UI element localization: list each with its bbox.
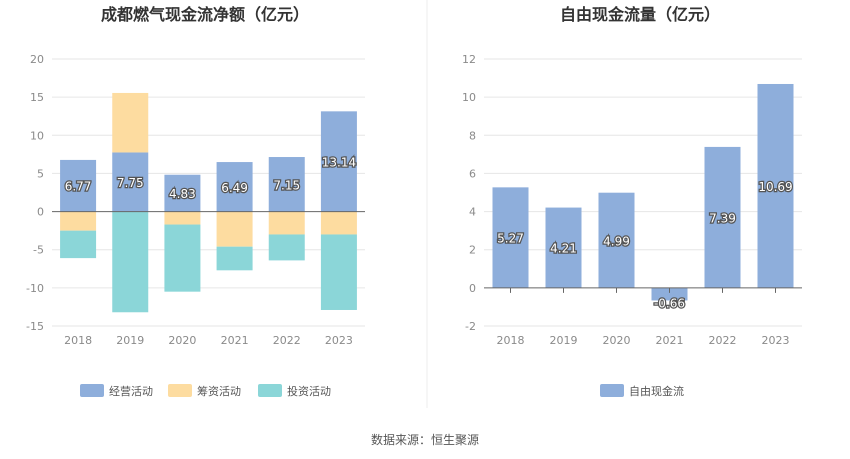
y-tick-label: 4 [469, 206, 476, 219]
data-label: 10.69 [758, 180, 792, 194]
bar [268, 157, 305, 212]
y-tick-label: 5 [37, 167, 44, 180]
bar [704, 146, 741, 288]
bar [60, 230, 97, 259]
data-label: 6.49 [221, 181, 248, 195]
left-chart-title: 成都燃气现金流净额（亿元） [101, 5, 309, 24]
x-tick-label: 2023 [762, 334, 790, 347]
legend-label: 筹资活动 [197, 384, 241, 398]
bar [164, 211, 201, 225]
y-tick-label: 15 [30, 91, 44, 104]
data-label: 7.39 [709, 211, 736, 225]
x-tick-label: 2023 [325, 334, 353, 347]
bar [320, 111, 357, 212]
bar [320, 211, 357, 235]
data-label: 7.75 [117, 176, 144, 190]
data-label: 7.15 [273, 178, 300, 192]
x-tick-label: 2022 [273, 334, 301, 347]
y-tick-label: -15 [26, 320, 44, 333]
bar [112, 92, 149, 153]
y-tick-label: 12 [462, 53, 476, 66]
bar [268, 211, 305, 235]
x-tick-label: 2019 [116, 334, 144, 347]
x-tick-label: 2018 [64, 334, 92, 347]
right-chart-title: 自由现金流量（亿元） [560, 5, 720, 24]
y-tick-label: 10 [462, 91, 476, 104]
y-tick-label: 0 [469, 282, 476, 295]
data-label: 5.27 [497, 232, 524, 246]
data-source-note: 数据来源：恒生聚源 [371, 432, 479, 447]
x-tick-label: 2018 [497, 334, 525, 347]
legend-swatch [258, 384, 282, 397]
bar [320, 234, 357, 310]
legend-swatch [168, 384, 192, 397]
x-tick-label: 2021 [221, 334, 249, 347]
y-tick-label: 0 [37, 206, 44, 219]
bar [164, 174, 201, 212]
bar [216, 162, 253, 212]
legend-label: 自由现金流 [629, 384, 684, 398]
data-label: 4.83 [169, 187, 196, 201]
y-tick-label: 8 [469, 129, 476, 142]
legend-swatch [600, 384, 624, 397]
x-tick-label: 2020 [603, 334, 631, 347]
data-label: 4.21 [550, 242, 577, 256]
y-tick-label: -2 [465, 320, 476, 333]
bar [545, 207, 582, 288]
bar [112, 211, 149, 313]
bar [268, 234, 305, 261]
bar [216, 211, 253, 247]
legend-label: 投资活动 [287, 384, 331, 398]
y-tick-label: -5 [33, 244, 44, 257]
x-tick-label: 2021 [656, 334, 684, 347]
y-tick-label: 20 [30, 53, 44, 66]
x-tick-label: 2022 [709, 334, 737, 347]
legend-swatch [80, 384, 104, 397]
data-label: 4.99 [603, 234, 630, 248]
bar [757, 83, 794, 288]
y-tick-label: 10 [30, 129, 44, 142]
bar [492, 187, 529, 288]
legend-label: 经营活动 [109, 384, 153, 398]
y-tick-label: -10 [26, 282, 44, 295]
right-chart: 12 10 8 6 4 2 0 -2 2018 2019 2020 2021 2022 2023 5.27 4… [462, 53, 802, 398]
bar [216, 246, 253, 271]
bar [60, 211, 97, 231]
y-tick-label: 2 [469, 244, 476, 257]
data-label: 13.14 [322, 155, 356, 169]
bar [164, 224, 201, 292]
bar [112, 152, 149, 212]
x-tick-label: 2019 [550, 334, 578, 347]
y-tick-label: 6 [469, 167, 476, 180]
data-label: -0.66 [654, 296, 685, 310]
data-label: 6.77 [65, 180, 92, 194]
x-tick-label: 2020 [168, 334, 196, 347]
bar [60, 159, 97, 212]
bar [598, 192, 635, 288]
left-chart: 20 15 10 5 0 -5 -10 -15 2018 2019 2020 2021 2022 2023… [26, 53, 365, 398]
bar [651, 287, 688, 301]
